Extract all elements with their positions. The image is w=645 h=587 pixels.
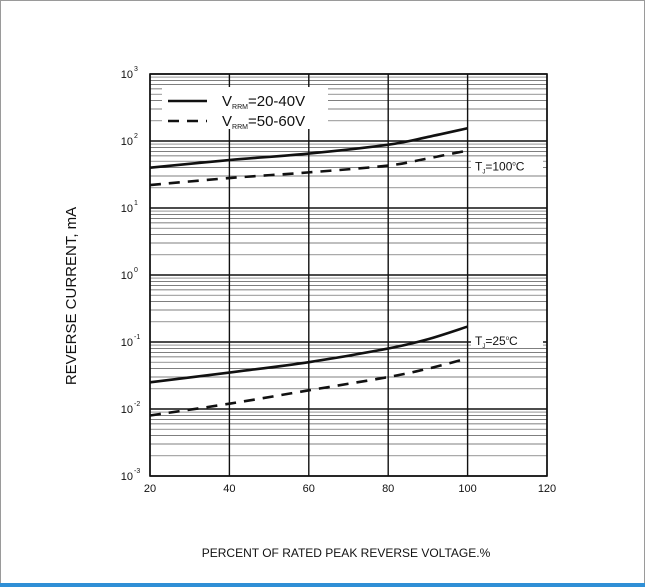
y-tick-exponent: -3 (134, 468, 140, 475)
y-axis-label: REVERSE CURRENT, mA (63, 207, 80, 385)
y-tick-exponent: -1 (134, 334, 140, 341)
legend-label: VRRM=20-40V (222, 93, 305, 111)
series-line-dashed (149, 149, 468, 187)
series-line-dashed (149, 357, 468, 417)
y-tick-label: 10 0 (121, 267, 138, 282)
series-line-solid (149, 325, 468, 384)
axes-box (149, 73, 548, 477)
y-tick-label: 10 2 (121, 133, 138, 148)
annotation-layer: TJ=100oC TJ=25oC (471, 157, 543, 350)
bottom-accent-rule (0, 583, 645, 587)
y-tick-exponent: 3 (134, 66, 138, 73)
y-tick-label: 10 3 (121, 66, 138, 81)
y-tick-base: 10 (121, 471, 133, 483)
temperature-annotation: TJ=25oC (471, 332, 543, 350)
x-tick-label: 20 (144, 483, 156, 495)
y-tick-base: 10 (121, 136, 133, 148)
y-tick-exponent: 1 (134, 200, 138, 207)
legend-layer: VRRM=20-40V VRRM=50-60V (162, 87, 328, 131)
legend-label: VRRM=50-60V (222, 113, 305, 131)
x-tick-label: 120 (538, 483, 556, 495)
temperature-annotation: TJ=100oC (471, 157, 543, 176)
x-tick-label: 100 (458, 483, 476, 495)
y-tick-label: 10 -3 (121, 468, 141, 483)
y-tick-label: 10 1 (121, 200, 138, 215)
y-tick-label: 10 -1 (121, 334, 141, 349)
annotation-backing (471, 157, 543, 174)
x-axis-label: PERCENT OF RATED PEAK REVERSE VOLTAGE.% (202, 546, 491, 560)
y-tick-base: 10 (121, 337, 133, 349)
annotation-text: TJ=100oC (475, 160, 525, 176)
plot-border (149, 73, 548, 477)
y-tick-base: 10 (121, 404, 133, 416)
y-tick-base: 10 (121, 69, 133, 81)
y-tick-base: 10 (121, 270, 133, 282)
series-layer (149, 126, 468, 417)
annotation-text: TJ=25oC (475, 334, 518, 350)
y-tick-exponent: 2 (134, 133, 138, 140)
x-tick-label: 40 (223, 483, 235, 495)
legend: VRRM=20-40V VRRM=50-60V (162, 87, 328, 131)
annotation-backing (471, 332, 543, 348)
y-tick-exponent: 0 (134, 267, 138, 274)
y-tick-exponent: -2 (134, 401, 140, 408)
y-tick-base: 10 (121, 203, 133, 215)
series-line-solid (149, 126, 468, 169)
grid-minor (150, 76, 547, 457)
x-tick-label: 80 (382, 483, 394, 495)
x-tick-label: 60 (303, 483, 315, 495)
y-tick-label: 10 -2 (121, 401, 141, 416)
